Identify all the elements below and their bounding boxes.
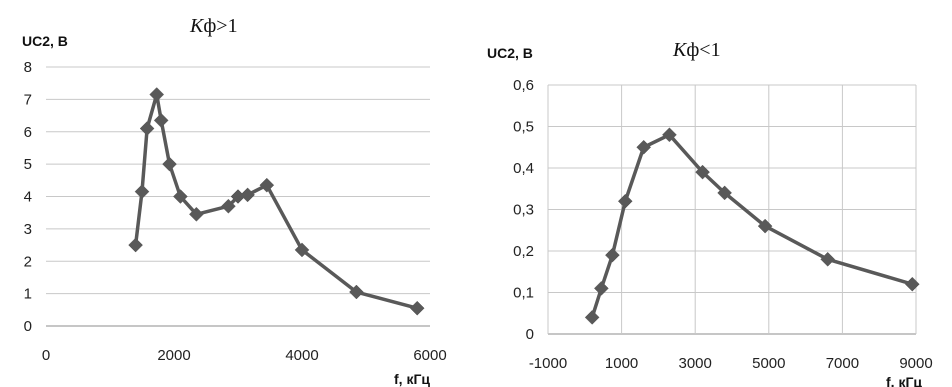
- chart-right-data-point: [594, 280, 609, 296]
- chart-left-data-point: [173, 189, 188, 204]
- chart-right-data-point: [904, 276, 920, 292]
- chart-left-data-point: [259, 177, 275, 193]
- chart-right-data-point: [662, 127, 677, 143]
- chart-right-y-tick-label: 0,1: [513, 285, 534, 302]
- chart-left: Kф>1 UC2, B f, кГц 0 1 2 3 4 5 6 7 8 0 2000 4000 60…: [22, 15, 447, 387]
- chart-right-title-rest: ф<1: [686, 39, 720, 61]
- chart-right-y-tick-label: 0,2: [513, 243, 534, 260]
- chart-right-x-tick-label: 9000: [899, 355, 932, 372]
- chart-right-y-tick-label: 0: [526, 326, 534, 343]
- chart-left-y-tick-label: 6: [24, 124, 32, 141]
- chart-left-data-point: [134, 184, 150, 199]
- chart-right-x-tick-label: -1000: [529, 355, 567, 372]
- chart-left-x-tick-label: 6000: [413, 347, 446, 364]
- chart-right-gridlines: [547, 84, 917, 335]
- chart-left-x-tick-label: 2000: [157, 347, 190, 364]
- chart-left-data-point: [153, 113, 169, 128]
- chart-left-title-k: K: [189, 15, 205, 37]
- chart-right-series: [584, 127, 920, 325]
- chart-left-y-tick-label: 5: [24, 156, 32, 173]
- chart-right-y-tick-label: 0,6: [513, 77, 534, 94]
- chart-left-data-point: [409, 300, 425, 316]
- chart-left-xlabel: f, кГц: [394, 371, 430, 387]
- chart-left-data-point: [128, 237, 143, 253]
- chart-left-y-tick-label: 4: [24, 189, 32, 206]
- chart-left-data-point: [294, 242, 310, 258]
- chart-right-title-k: K: [672, 39, 688, 61]
- chart-right-xlabel: f, кГц: [886, 374, 922, 387]
- chart-left-y-tick-label: 0: [24, 318, 32, 335]
- chart-right-data-point: [605, 247, 620, 263]
- chart-right-title: Kф<1: [672, 39, 721, 61]
- chart-left-series: [128, 87, 425, 316]
- chart-right-data-point: [757, 218, 773, 234]
- chart-right: Kф<1 UC2, B f, кГц 0 0,1 0,2 0,3 0,4 0,5 0,6 -…: [487, 39, 933, 387]
- chart-left-y-ticks: 0 1 2 3 4 5 6 7 8: [24, 59, 32, 335]
- chart-right-data-point: [717, 185, 732, 201]
- chart-left-data-point: [162, 156, 177, 172]
- chart-left-series-line: [133, 92, 419, 310]
- chart-right-data-point: [820, 251, 836, 267]
- chart-left-y-tick-label: 1: [24, 286, 32, 303]
- chart-right-x-tick-label: 1000: [605, 355, 638, 372]
- chart-left-ylabel: UC2, B: [22, 33, 68, 49]
- chart-left-data-point: [189, 206, 204, 222]
- chart-right-y-tick-label: 0,5: [513, 119, 534, 136]
- chart-left-y-tick-label: 7: [24, 91, 32, 108]
- chart-right-x-ticks: -1000 1000 3000 5000 7000 9000: [529, 355, 933, 372]
- chart-right-x-tick-label: 5000: [752, 355, 785, 372]
- chart-left-x-tick-label: 4000: [285, 347, 318, 364]
- chart-right-data-point: [695, 164, 710, 180]
- chart-right-y-tick-label: 0,3: [513, 202, 534, 219]
- chart-right-data-point: [617, 193, 633, 209]
- chart-left-data-point: [139, 121, 155, 136]
- chart-right-data-point: [636, 139, 652, 155]
- chart-right-data-point: [584, 310, 600, 325]
- chart-left-data-point: [149, 87, 165, 102]
- chart-right-y-tick-label: 0,4: [513, 160, 534, 177]
- chart-right-y-ticks: 0 0,1 0,2 0,3 0,4 0,5 0,6: [513, 77, 534, 343]
- chart-right-series-line: [590, 133, 915, 320]
- chart-left-x-ticks: 0 2000 4000 6000: [42, 347, 447, 364]
- chart-right-x-tick-label: 7000: [826, 355, 859, 372]
- chart-left-data-point: [349, 284, 364, 300]
- chart-left-data-point: [221, 198, 236, 214]
- chart-right-x-tick-label: 3000: [679, 355, 712, 372]
- chart-left-title: Kф>1: [189, 15, 238, 37]
- chart-right-ylabel: UC2, B: [487, 45, 533, 61]
- chart-left-x-tick-label: 0: [42, 347, 50, 364]
- chart-left-data-point: [240, 187, 255, 203]
- chart-left-y-tick-label: 3: [24, 221, 32, 238]
- chart-left-y-tick-label: 2: [24, 253, 32, 270]
- chart-left-title-rest: ф>1: [203, 15, 237, 37]
- chart-left-y-tick-label: 8: [24, 59, 32, 76]
